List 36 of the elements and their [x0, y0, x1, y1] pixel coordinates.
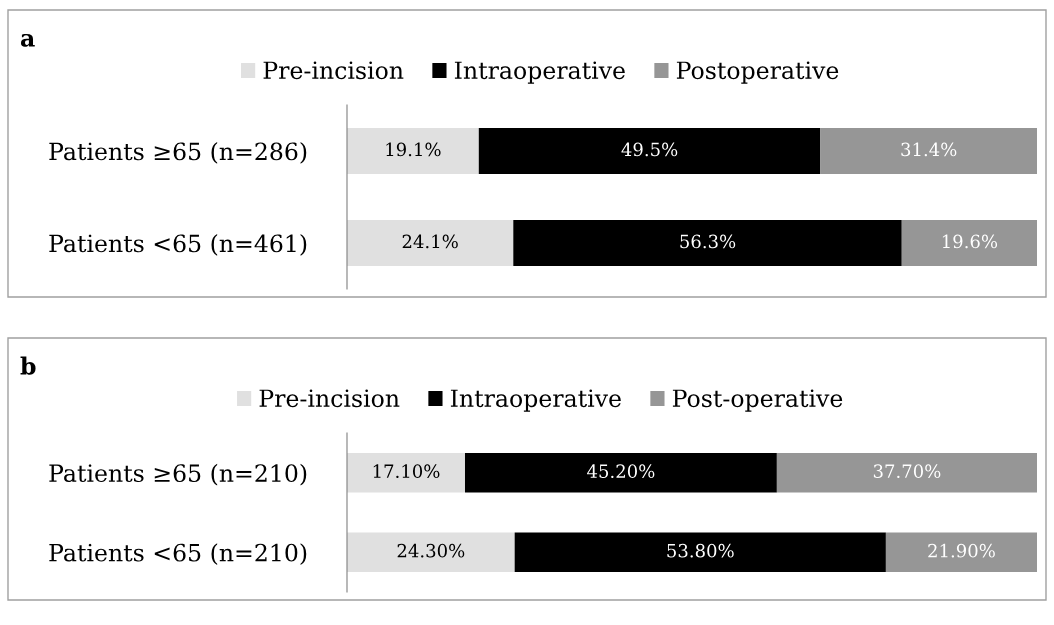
bar	[347, 220, 514, 266]
data-label: 24.1%	[402, 234, 458, 249]
bar	[513, 220, 902, 266]
bar	[347, 532, 515, 573]
bar	[901, 220, 1037, 266]
data-label: 45.20%	[587, 464, 655, 478]
y-tick-label: Patients <65 (n=210)	[49, 543, 307, 565]
data-label: 56.3%	[680, 234, 736, 249]
bar	[514, 532, 886, 573]
bar	[347, 128, 479, 174]
data-label: 37.70%	[873, 464, 941, 478]
legend-label: Intraoperative	[454, 61, 625, 84]
bar	[885, 532, 1037, 573]
data-label: 19.6%	[942, 234, 998, 249]
text: a	[20, 33, 35, 47]
bar	[776, 452, 1037, 493]
data-label: 53.80%	[667, 543, 734, 558]
data-label: 21.90%	[928, 543, 995, 558]
bar	[464, 452, 777, 493]
y-tick-label: Patients ≥65 (n=210)	[49, 463, 307, 486]
legend-label: Pre-incision	[259, 389, 400, 408]
bar	[347, 452, 465, 493]
legend-label: Intraoperative	[450, 389, 621, 412]
y-tick-label: Patients ≥65 (n=286)	[49, 142, 307, 164]
legend-label: Post-operative	[672, 389, 843, 412]
bar	[820, 128, 1037, 174]
data-label: 19.1%	[386, 142, 441, 157]
legend-label: Postoperative	[676, 61, 839, 84]
data-label: 49.5%	[621, 142, 678, 157]
data-label: 31.4%	[901, 142, 957, 157]
data-label: 17.10%	[373, 464, 440, 478]
legend-label: Pre-incision	[263, 61, 404, 80]
bar	[478, 128, 821, 174]
y-tick-label: Patients <65 (n=461)	[49, 234, 307, 256]
text: b	[20, 356, 36, 375]
data-label: 24.30%	[397, 543, 465, 558]
